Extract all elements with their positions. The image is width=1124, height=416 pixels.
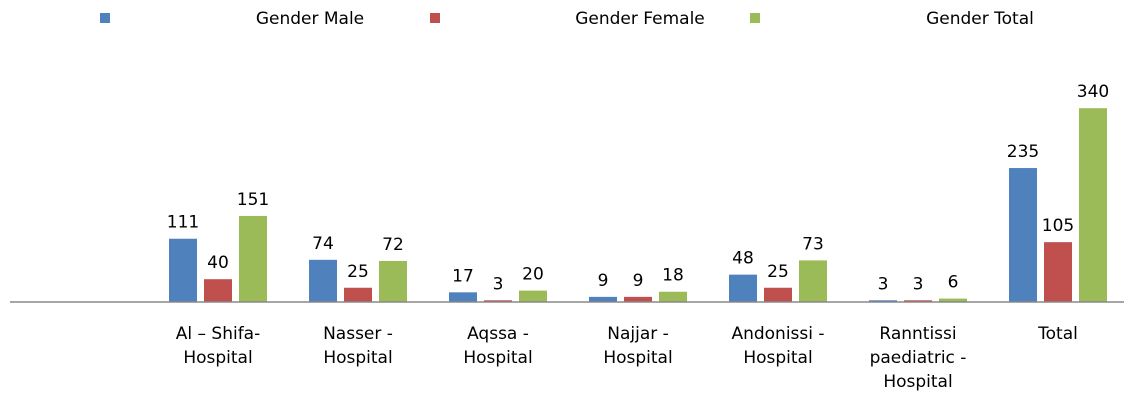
legend-marker [750,13,760,23]
bar [589,296,617,302]
x-tick-label: Nasser - Hospital [323,324,393,368]
x-tick-label: Aqssa - Hospital [463,324,533,368]
value-label: 9 [598,271,609,291]
legend-label: Gender Female [575,9,705,29]
value-label: 235 [1007,142,1039,162]
value-label: 72 [382,235,404,255]
bar [624,296,652,302]
value-label: 25 [347,262,369,282]
bar [1079,108,1107,302]
bar [1044,242,1072,302]
bar [204,279,232,302]
bar [729,274,757,302]
bar [344,287,372,302]
value-label: 6 [948,273,959,293]
bar [799,260,827,302]
bar [379,260,407,302]
bar [239,215,267,302]
bar [484,300,512,302]
bar [519,290,547,302]
x-tick-label: Al – Shifa- Hospital [175,324,261,368]
value-label: 20 [522,265,544,285]
bar [449,292,477,302]
legend-marker [100,13,110,23]
bar [169,238,197,302]
value-label: 40 [207,253,229,273]
value-label: 3 [493,274,504,294]
value-label: 340 [1077,82,1109,102]
legend-label: Gender Total [926,9,1034,29]
x-tick-label: Total [1038,324,1078,344]
value-label: 3 [878,274,889,294]
bar [659,291,687,302]
value-label: 73 [802,234,824,254]
value-label: 18 [662,266,684,286]
value-label: 48 [732,249,754,269]
bar [1009,168,1037,302]
x-tick-label: Andonissi - Hospital [731,324,825,368]
value-label: 105 [1042,216,1074,236]
x-tick-label: Ranntissi paediatric - Hospital [869,324,967,392]
bar [309,259,337,302]
value-label: 74 [312,234,334,254]
bar [939,298,967,302]
legend-marker [430,13,440,23]
value-label: 25 [767,262,789,282]
bar [869,300,897,302]
value-label: 111 [167,213,199,233]
value-label: 3 [913,274,924,294]
bar [764,287,792,302]
x-tick-label: Najjar - Hospital [603,324,673,368]
value-label: 9 [633,271,644,291]
value-label: 151 [237,190,269,210]
bar [904,300,932,302]
value-label: 17 [452,266,474,286]
legend-label: Gender Male [256,9,364,29]
